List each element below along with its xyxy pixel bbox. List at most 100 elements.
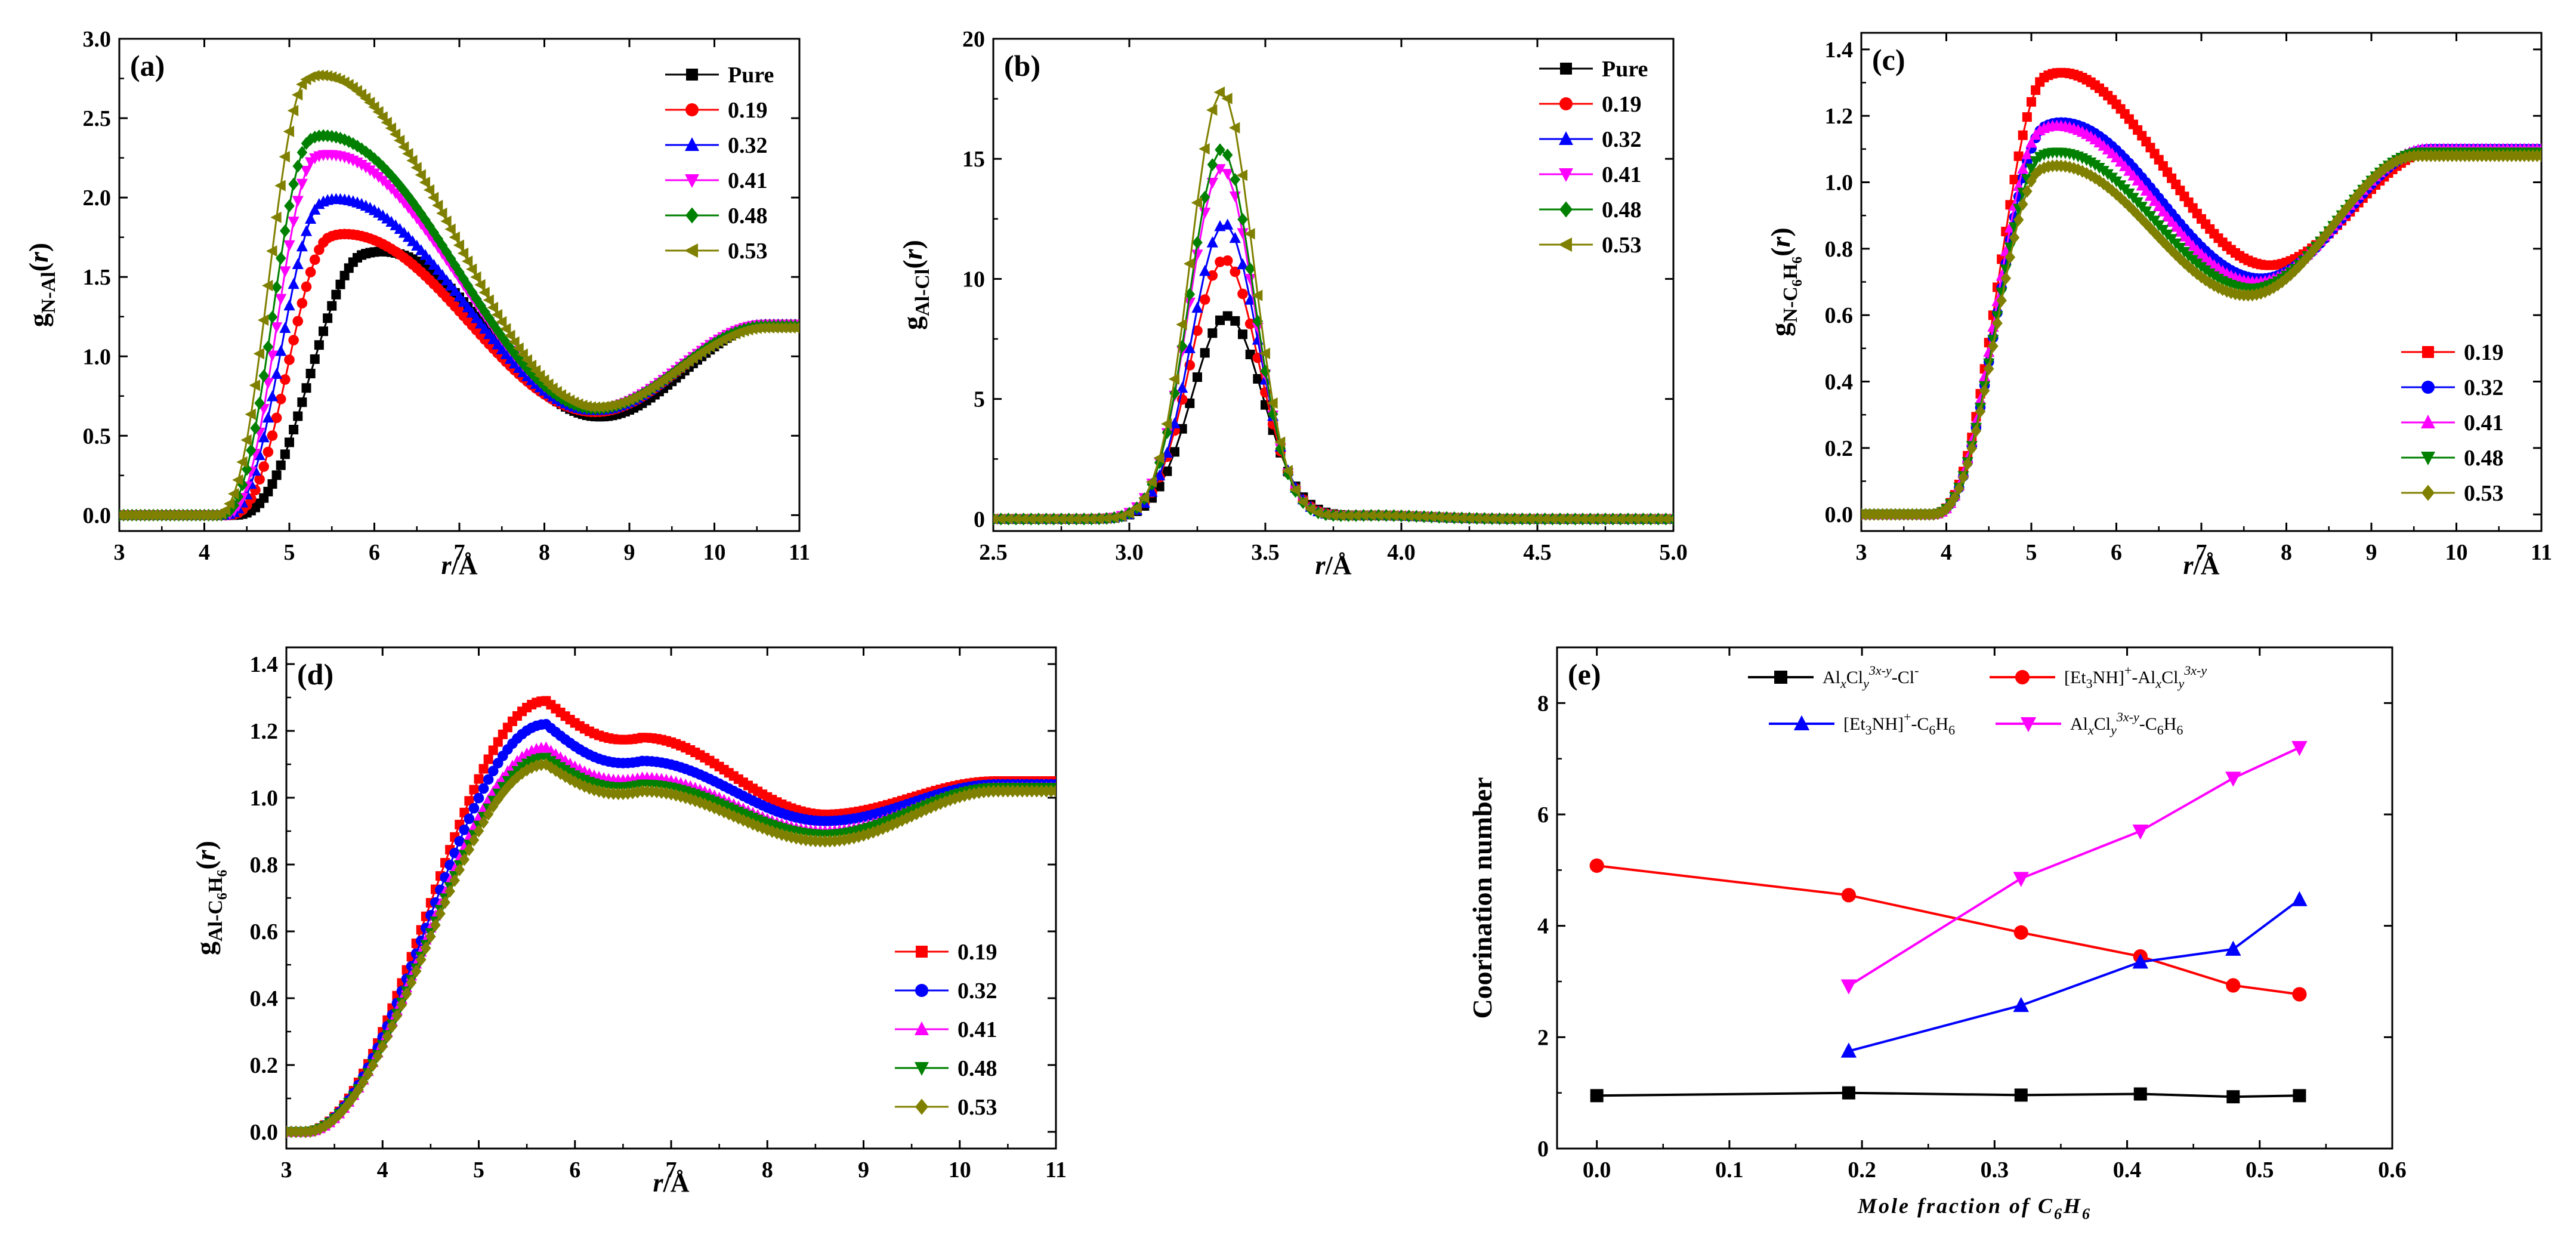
data-point <box>319 326 328 337</box>
data-point <box>1561 513 1573 525</box>
series-line <box>1861 72 2541 516</box>
data-point <box>1471 513 1482 524</box>
data-point <box>449 231 460 243</box>
data-point <box>1652 513 1663 525</box>
legend-entry: Pure <box>1539 57 1648 82</box>
data-point <box>431 199 443 211</box>
data-point <box>504 329 515 341</box>
x-axis-label-d: r/Å <box>653 1168 689 1197</box>
legend-marker <box>1559 201 1573 218</box>
data-point <box>1192 325 1203 337</box>
legend-marker <box>1558 237 1572 252</box>
legend-marker <box>2422 346 2434 358</box>
data-point <box>1199 190 1210 204</box>
y-tick-label: 0.5 <box>83 424 112 449</box>
data-point <box>427 192 439 203</box>
chart-panel-b: 2.5 3.0 3.5 4.0 4.5 5.0 0 5 10 15 20 (b) r/Å gAl-Cl(r… <box>897 27 1688 580</box>
data-point <box>1842 1086 1855 1100</box>
y-axis-label-d: gAl-C6H6(r) <box>190 841 230 955</box>
series-line <box>993 260 1673 520</box>
data-point <box>1191 197 1202 209</box>
series-c-0_32 <box>1861 117 2541 520</box>
data-point <box>487 766 499 776</box>
data-point <box>1162 426 1173 439</box>
y-axis-label-c: gN-C6H6(r) <box>1765 227 1805 336</box>
data-point <box>1206 236 1218 248</box>
legend-marker <box>916 946 928 958</box>
x-tick-label: 3 <box>281 1158 292 1183</box>
data-point <box>484 311 495 325</box>
data-point <box>1252 314 1264 328</box>
x-tick-label: 5 <box>2026 540 2037 565</box>
data-point <box>389 128 401 140</box>
data-point <box>1200 348 1210 358</box>
data-point <box>793 324 799 331</box>
x-ticks-a: 3 4 5 6 7 8 9 10 11 <box>114 39 810 565</box>
data-point <box>459 825 470 835</box>
data-point <box>526 366 537 380</box>
x-tick-label: 9 <box>2366 540 2377 565</box>
data-point <box>415 169 426 181</box>
data-point <box>2031 85 2041 95</box>
data-point <box>258 431 270 443</box>
data-point <box>550 764 561 777</box>
data-point <box>1275 442 1286 455</box>
data-point <box>1403 510 1414 522</box>
data-point <box>458 272 469 286</box>
data-point <box>1954 482 1965 495</box>
legend-marker <box>2421 452 2435 465</box>
legend-marker <box>915 1098 928 1115</box>
data-point <box>266 390 279 402</box>
data-point <box>1230 316 1240 326</box>
data-point <box>1478 513 1490 524</box>
data-point <box>2017 162 2029 174</box>
data-point <box>348 137 359 150</box>
legend-marker <box>686 69 698 81</box>
data-point <box>279 266 291 277</box>
data-point <box>1410 510 1422 523</box>
data-point <box>1207 328 1218 338</box>
data-point <box>406 155 418 166</box>
data-point <box>444 885 455 898</box>
data-point <box>353 1083 364 1097</box>
series-b-0_53 <box>993 87 1673 525</box>
data-point <box>377 1040 388 1053</box>
data-point <box>257 314 269 326</box>
data-point <box>410 162 422 174</box>
legend-marker <box>685 137 699 151</box>
data-point <box>2013 151 2024 161</box>
data-point <box>478 816 489 829</box>
data-point <box>1229 232 1241 243</box>
data-point <box>1364 510 1376 521</box>
y-tick-label: 5 <box>974 387 985 412</box>
series-a-0_48 <box>119 129 799 522</box>
data-point <box>531 759 542 773</box>
data-point <box>2132 825 2148 840</box>
data-point <box>435 907 446 921</box>
x-tick-label: 4 <box>377 1158 388 1183</box>
data-point <box>1485 513 1497 524</box>
data-point <box>428 226 440 239</box>
data-point <box>2133 1087 2147 1101</box>
plot-frame-e <box>1556 646 2393 1150</box>
data-point <box>424 220 435 233</box>
data-point <box>598 786 609 799</box>
data-point <box>1154 481 1165 492</box>
data-point <box>462 279 474 292</box>
legend-text: 0.19 <box>2464 340 2504 365</box>
data-point <box>292 316 304 327</box>
series-line <box>993 314 1673 520</box>
data-point <box>1222 169 1234 180</box>
data-point <box>468 834 480 847</box>
data-point <box>1553 513 1565 525</box>
legend-d: 0.19 0.32 0.41 0.48 0.53 <box>895 940 997 1120</box>
legend-marker <box>684 243 698 258</box>
data-point <box>444 223 456 235</box>
plot-area-d <box>286 696 1056 1138</box>
y-tick-label: 1.0 <box>250 786 279 811</box>
data-point <box>309 254 320 266</box>
data-point <box>464 796 474 806</box>
data-point <box>288 335 299 345</box>
data-point <box>416 207 427 221</box>
